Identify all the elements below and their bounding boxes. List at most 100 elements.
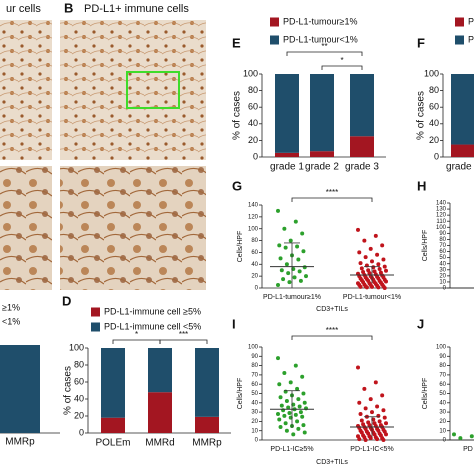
significance-bracket (321, 65, 363, 70)
data-point (382, 415, 387, 420)
micrograph (60, 166, 206, 290)
data-point (302, 400, 307, 405)
y-tick-label: 20 (251, 274, 258, 280)
data-point (384, 421, 388, 426)
y-tick-label: 100 (243, 68, 258, 78)
legend-label: PD-L1-tumour<1% (283, 34, 358, 44)
y-axis-label: % of cases (63, 366, 74, 415)
y-tick-label: 80 (439, 363, 446, 369)
panel-letter: D (62, 293, 71, 308)
data-point (302, 265, 307, 270)
y-tick-label: 60 (439, 249, 446, 255)
y-tick-label: 10 (439, 428, 446, 434)
y-tick-label: 50 (439, 391, 446, 397)
data-point (279, 403, 284, 408)
legend-label: PD-L1-tumour≥1% (283, 16, 357, 26)
legend-label: PD (468, 16, 474, 26)
legend-swatch (455, 35, 464, 45)
data-point (458, 436, 463, 441)
legend-label: PD-L1-immune cell ≥5% (104, 306, 201, 316)
bar-segment (195, 416, 219, 433)
data-point (373, 380, 378, 385)
data-point (278, 424, 283, 429)
panel-letter: I (232, 316, 236, 331)
data-point (282, 413, 287, 418)
data-point (363, 406, 368, 411)
y-tick-label: 0 (443, 286, 447, 292)
data-point (362, 238, 367, 243)
x-tick-label: PD-L1-tumour≥1% (263, 294, 321, 301)
data-point (380, 243, 385, 248)
x-tick-label: grade 2 (305, 162, 339, 173)
panel-letter: B (64, 0, 73, 15)
zoom-box (126, 71, 180, 109)
x-axis-label: CD3+TILs (316, 306, 348, 313)
data-point (296, 257, 301, 262)
bar-segment (275, 74, 299, 153)
legend-swatch (455, 17, 464, 27)
significance-bracket (286, 51, 363, 56)
data-point (291, 432, 296, 437)
x-tick-label: grade 3 (345, 162, 379, 173)
significance-label: **** (326, 188, 338, 197)
y-tick-label: 60 (439, 382, 446, 388)
bar-segment (350, 136, 374, 157)
data-point (283, 245, 288, 250)
data-point (376, 262, 381, 267)
x-tick-label: grade 1 (446, 162, 474, 173)
data-point (279, 268, 284, 273)
y-tick-label: 100 (248, 345, 259, 351)
y-axis-label: Cells/HPF (237, 378, 244, 410)
data-point (359, 418, 364, 423)
y-tick-label: 40 (251, 262, 258, 268)
y-tick-label: 110 (436, 219, 446, 225)
data-point (375, 252, 380, 257)
data-point (357, 250, 362, 255)
data-point (295, 386, 300, 391)
y-tick-label: 80 (248, 85, 258, 95)
data-point (356, 227, 360, 232)
x-tick-label: POLEm (95, 438, 130, 449)
micrograph (0, 166, 52, 290)
bar-segment (350, 74, 374, 137)
y-tick-label: 0 (79, 427, 84, 437)
legend-label: ≥1% (2, 302, 20, 312)
data-point (284, 262, 289, 267)
y-tick-label: 90 (439, 354, 446, 360)
y-axis-label: Cells/HPF (422, 230, 429, 262)
y-tick-label: 80 (251, 238, 258, 244)
data-point (293, 363, 298, 368)
panel-letter: E (232, 35, 241, 50)
data-point (276, 356, 280, 361)
data-point (298, 410, 303, 415)
y-tick-label: 100 (424, 68, 439, 78)
significance-bracket (291, 197, 373, 202)
x-tick-label: MMRp (192, 438, 222, 449)
data-point (286, 405, 291, 410)
y-tick-label: 60 (251, 382, 258, 388)
data-point (380, 393, 385, 398)
data-point (276, 208, 280, 213)
y-tick-label: 30 (251, 410, 258, 416)
data-point (301, 391, 306, 396)
y-tick-label: 40 (429, 118, 439, 128)
bar-segment (0, 345, 40, 433)
y-tick-label: 30 (439, 267, 446, 273)
data-point (278, 256, 283, 261)
bar-segment (148, 392, 172, 433)
data-point (292, 275, 297, 280)
bar-segment (451, 74, 474, 145)
data-point (368, 246, 373, 251)
data-point (296, 426, 301, 431)
data-point (288, 238, 293, 243)
data-point (283, 389, 288, 394)
legend-label: <1% (2, 316, 20, 326)
significance-label: **** (326, 326, 338, 335)
bar-segment (101, 348, 125, 418)
data-point (368, 397, 373, 402)
x-tick-label: MMRd (145, 438, 174, 449)
data-point (288, 380, 293, 385)
data-point (362, 386, 367, 391)
data-point (370, 259, 374, 264)
y-tick-label: 60 (429, 102, 439, 112)
